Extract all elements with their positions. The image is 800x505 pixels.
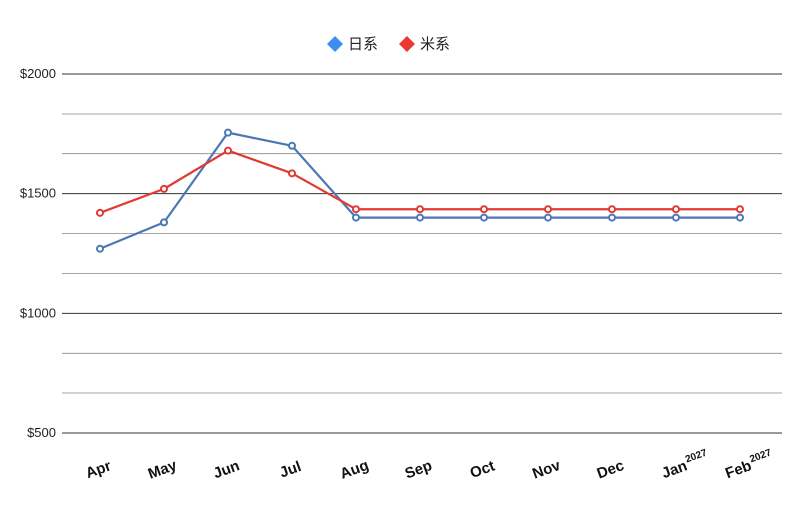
data-point xyxy=(736,213,744,222)
gridlines xyxy=(62,73,782,434)
data-point xyxy=(544,213,552,222)
x-tick-label: Nov xyxy=(530,457,563,483)
x-tick: May xyxy=(146,457,180,483)
data-point xyxy=(288,141,296,150)
y-tick-label: $1500 xyxy=(20,186,56,201)
data-point xyxy=(608,213,616,222)
x-tick-label: Jun xyxy=(211,457,242,482)
series-group xyxy=(96,128,744,253)
x-tick-label: Feb xyxy=(723,457,754,482)
y-tick-label: $1000 xyxy=(20,305,56,320)
data-point xyxy=(160,184,168,193)
data-point xyxy=(96,208,104,217)
x-tick-label: Apr xyxy=(83,457,113,482)
legend-marker-diamond xyxy=(399,36,415,52)
x-tick: Sep xyxy=(403,457,435,482)
y-axis: $500 $1000 $1500 $2000 xyxy=(20,66,56,440)
data-point xyxy=(416,213,424,222)
x-tick-label: Dec xyxy=(595,457,627,482)
x-tick: Dec xyxy=(595,457,627,482)
x-tick-label: Jul xyxy=(277,458,303,481)
data-point xyxy=(672,205,680,214)
x-tick-label: May xyxy=(146,457,180,483)
data-point xyxy=(288,169,296,178)
x-tick-label: Jan xyxy=(659,457,689,482)
x-tick: Oct xyxy=(468,458,497,483)
x-tick-label: Sep xyxy=(403,457,435,482)
x-axis: Apr May Jun Jul Aug Sep Oct Nov Dec Jan2027Feb202… xyxy=(83,447,773,483)
data-point xyxy=(224,128,232,137)
data-point xyxy=(480,213,488,222)
data-point xyxy=(608,205,616,214)
data-point xyxy=(736,205,744,214)
legend-marker-diamond xyxy=(327,36,343,52)
x-tick-year-label: 2027 xyxy=(684,447,709,465)
y-tick-label: $2000 xyxy=(20,66,56,81)
x-tick: Jun xyxy=(211,457,242,482)
x-tick: Aug xyxy=(338,457,371,483)
x-tick-label: Oct xyxy=(468,458,497,483)
series-line xyxy=(99,131,740,250)
legend-label: 米系 xyxy=(420,36,450,53)
data-point xyxy=(480,205,488,214)
x-tick: Nov xyxy=(530,457,563,483)
series-line xyxy=(99,149,740,214)
data-point xyxy=(544,205,552,214)
data-point xyxy=(96,244,104,253)
data-point xyxy=(416,205,424,214)
data-point xyxy=(352,205,360,214)
series-1 xyxy=(96,146,744,217)
x-tick: Apr xyxy=(83,457,113,482)
data-point xyxy=(224,146,232,155)
data-point xyxy=(672,213,680,222)
data-point xyxy=(160,218,168,227)
data-point xyxy=(352,213,360,222)
legend-item: 米系 xyxy=(399,36,450,53)
x-tick-label: Aug xyxy=(338,457,371,483)
x-tick-year-label: 2027 xyxy=(748,447,773,465)
x-tick: Jul xyxy=(277,458,303,481)
legend: 日系 米系 xyxy=(327,36,450,53)
y-tick-label: $500 xyxy=(27,425,56,440)
legend-item: 日系 xyxy=(327,36,378,53)
legend-label: 日系 xyxy=(348,36,378,53)
